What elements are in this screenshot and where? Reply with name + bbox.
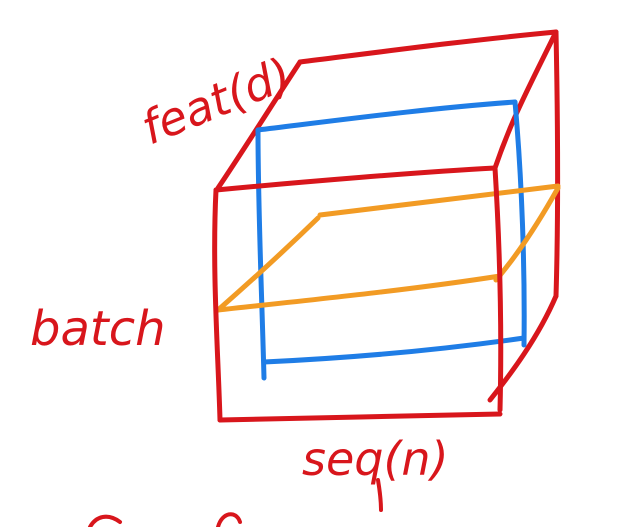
cube-top-right-edge <box>492 29 559 171</box>
cube-top-back-edge <box>297 29 559 65</box>
orange-plane-top <box>317 183 561 218</box>
blue-plane-right <box>512 99 527 348</box>
cube-front-top <box>213 165 498 193</box>
batch-axis-label: batch <box>30 301 166 357</box>
cube-bottom-right-edge <box>487 293 559 403</box>
cube-back-right-vertical <box>553 29 560 299</box>
blue-plane-left <box>255 127 267 381</box>
pen-stroke-seq-tail <box>376 478 383 512</box>
pen-stroke-bottom-left <box>88 514 122 527</box>
cube-front-bottom <box>217 411 503 423</box>
cube-front-face <box>212 165 504 423</box>
blue-plane-bottom <box>261 335 527 365</box>
cube-top-left-edge <box>215 59 303 191</box>
orange-plane-bottom <box>215 273 503 313</box>
feature-axis-label: feat(d) <box>134 47 299 155</box>
blue-plane <box>255 99 527 381</box>
orange-plane-left <box>215 215 321 313</box>
sequence-axis-label: seq(n) <box>302 432 449 486</box>
orange-plane-right <box>493 185 561 283</box>
cube-back-edges <box>215 29 560 403</box>
pen-stroke-bottom-mid <box>216 512 242 527</box>
cube-front-right <box>492 165 504 413</box>
orange-plane <box>215 183 561 313</box>
blue-plane-top <box>255 99 518 133</box>
cube-front-left <box>212 187 223 423</box>
